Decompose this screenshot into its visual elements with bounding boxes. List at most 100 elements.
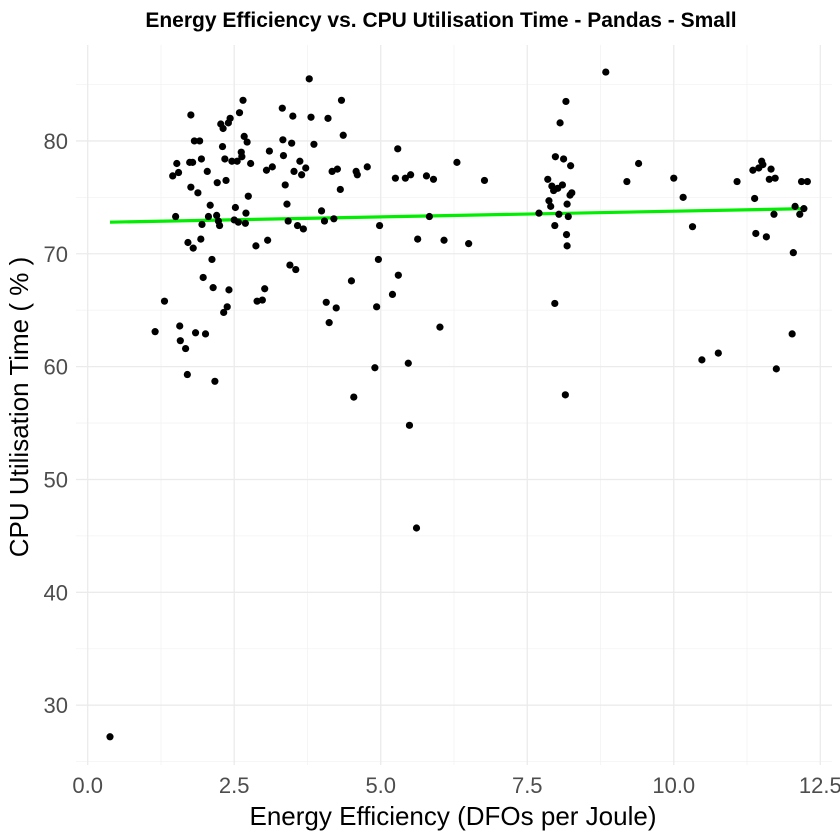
- data-point: [623, 177, 631, 186]
- data-point: [563, 200, 571, 208]
- data-point: [278, 104, 286, 112]
- data-point: [283, 200, 291, 208]
- data-point: [353, 171, 361, 179]
- data-point: [279, 151, 288, 160]
- data-point: [209, 284, 217, 292]
- data-point: [698, 356, 706, 364]
- data-point: [268, 163, 276, 171]
- data-point: [561, 391, 569, 399]
- data-point: [305, 75, 313, 83]
- data-point: [258, 296, 266, 304]
- data-point: [567, 162, 575, 170]
- data-point: [679, 193, 687, 201]
- data-point: [551, 221, 559, 230]
- data-point: [363, 163, 371, 171]
- data-point: [187, 111, 195, 119]
- trend-line: [109, 207, 806, 224]
- data-point: [751, 194, 759, 203]
- data-point: [388, 290, 397, 299]
- data-point: [221, 155, 229, 163]
- data-point: [752, 229, 760, 238]
- y-tick-label: 60: [44, 355, 68, 380]
- data-point: [762, 233, 770, 241]
- data-point: [262, 166, 271, 174]
- data-point: [189, 158, 197, 166]
- data-point: [302, 164, 310, 172]
- data-point: [465, 240, 473, 248]
- data-point: [771, 174, 779, 182]
- data-point: [749, 166, 757, 174]
- data-point: [394, 271, 402, 279]
- data-point: [243, 138, 251, 146]
- data-point: [394, 145, 402, 153]
- data-point: [371, 364, 379, 372]
- data-point: [234, 218, 242, 226]
- data-point: [770, 210, 778, 218]
- data-point: [602, 68, 610, 76]
- x-tick-label: 12.5: [799, 773, 840, 798]
- data-point: [800, 205, 808, 213]
- data-point: [296, 157, 304, 165]
- data-point: [480, 176, 489, 185]
- data-point: [201, 330, 210, 338]
- data-point: [425, 212, 433, 221]
- data-point: [688, 223, 697, 231]
- data-point: [247, 159, 255, 168]
- data-point: [189, 244, 197, 252]
- data-point: [374, 255, 382, 264]
- data-point: [213, 211, 221, 220]
- data-points: [106, 68, 811, 741]
- data-point: [429, 175, 438, 183]
- data-point: [714, 349, 722, 357]
- data-point: [286, 261, 294, 269]
- data-point: [231, 203, 240, 212]
- x-axis-ticks: 0.0 2.5 5.0 7.5 10.0 12.5: [72, 773, 840, 798]
- data-point: [244, 192, 252, 200]
- data-point: [290, 167, 298, 175]
- data-point: [391, 174, 399, 182]
- data-point: [325, 319, 333, 327]
- data-point: [563, 242, 571, 250]
- x-axis-title: Energy Efficiency (DFOs per Joule): [250, 801, 657, 831]
- data-point: [564, 212, 572, 221]
- data-point: [240, 132, 248, 141]
- data-point: [191, 329, 200, 337]
- data-point: [772, 365, 780, 373]
- data-point: [174, 168, 183, 177]
- data-point: [239, 96, 247, 104]
- y-tick-label: 30: [44, 693, 68, 718]
- x-tick-label: 5.0: [365, 773, 396, 798]
- data-point: [333, 165, 341, 173]
- data-point: [670, 174, 678, 182]
- data-point: [208, 255, 216, 264]
- data-point: [198, 220, 206, 229]
- x-tick-label: 7.5: [512, 773, 543, 798]
- data-point: [347, 277, 356, 285]
- data-point: [183, 370, 191, 379]
- chart-title: Energy Efficiency vs. CPU Utilisation Ti…: [145, 9, 736, 32]
- data-point: [261, 285, 269, 293]
- data-point: [568, 189, 576, 197]
- data-point: [172, 212, 180, 221]
- data-point: [789, 249, 797, 257]
- data-point: [151, 328, 159, 336]
- data-point: [350, 393, 358, 401]
- data-point: [218, 142, 227, 151]
- data-point: [281, 181, 289, 189]
- data-point: [767, 165, 775, 173]
- data-point: [206, 201, 214, 209]
- data-point: [796, 210, 804, 218]
- data-point: [339, 131, 347, 139]
- data-point: [320, 217, 329, 225]
- data-point: [307, 113, 315, 121]
- data-point: [252, 242, 260, 250]
- data-point: [405, 421, 414, 429]
- data-point: [181, 344, 190, 353]
- data-point: [215, 221, 224, 230]
- data-point: [196, 137, 204, 145]
- data-point: [222, 176, 230, 185]
- data-point: [235, 109, 244, 117]
- data-point: [765, 175, 773, 183]
- data-point: [544, 175, 552, 183]
- data-point: [106, 733, 114, 741]
